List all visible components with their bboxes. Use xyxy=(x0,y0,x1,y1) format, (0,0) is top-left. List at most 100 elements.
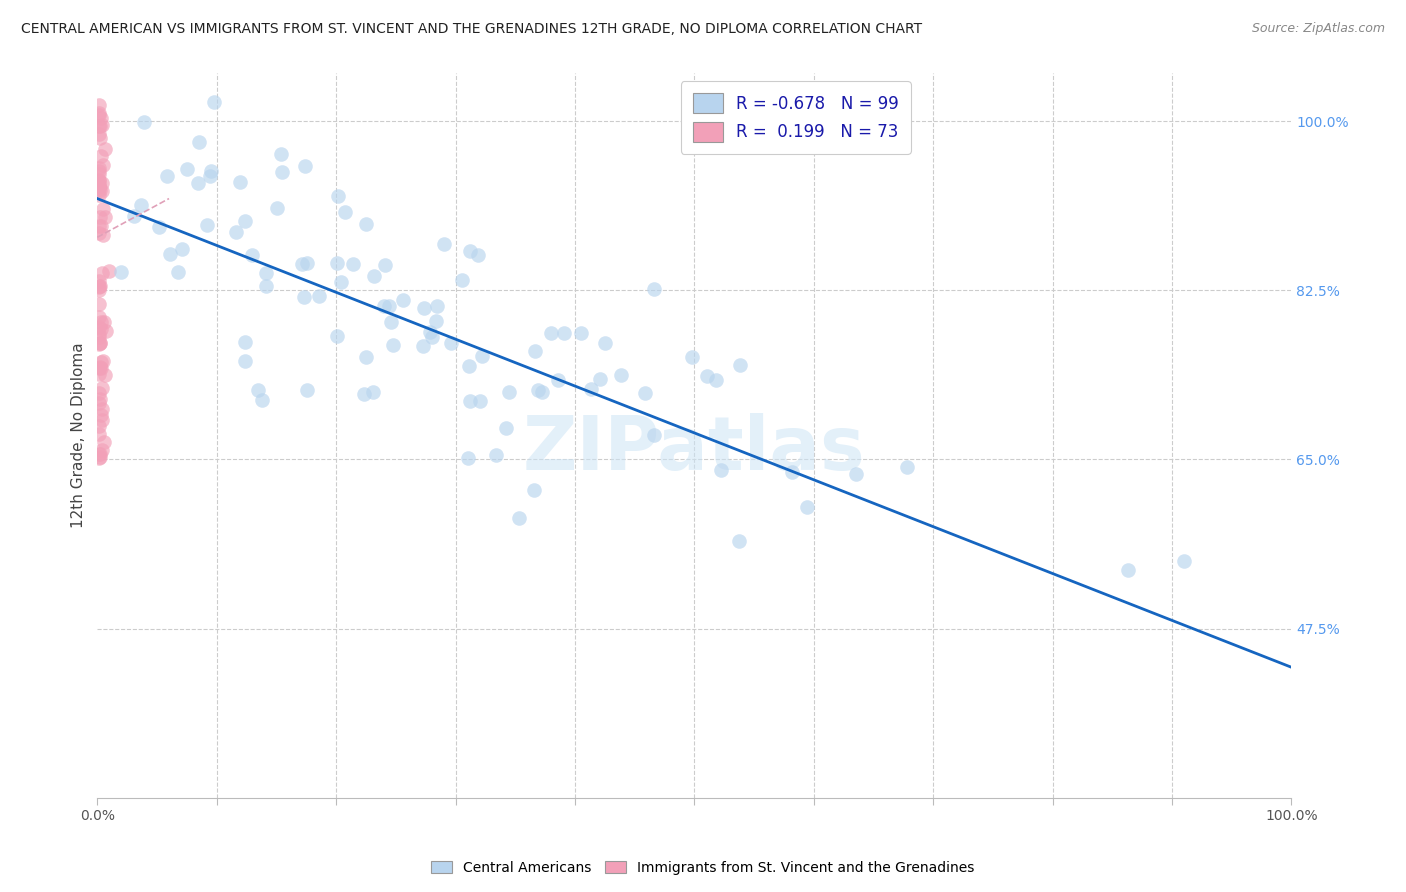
Point xyxy=(148,220,170,235)
Point xyxy=(579,382,602,396)
Point xyxy=(89,450,111,464)
Point xyxy=(97,264,120,278)
Point xyxy=(187,135,209,149)
Point xyxy=(94,211,117,225)
Point xyxy=(110,265,132,279)
Point xyxy=(89,447,111,461)
Point xyxy=(170,242,193,256)
Point xyxy=(643,281,665,295)
Point xyxy=(353,387,375,401)
Point xyxy=(426,299,449,313)
Point xyxy=(498,385,520,400)
Point xyxy=(132,114,155,128)
Point xyxy=(87,326,110,341)
Point xyxy=(704,373,727,387)
Point xyxy=(420,330,443,344)
Point xyxy=(633,385,655,400)
Point xyxy=(91,227,114,242)
Point xyxy=(593,335,616,350)
Point xyxy=(458,394,481,409)
Point xyxy=(425,314,447,328)
Point xyxy=(254,279,277,293)
Point xyxy=(89,119,111,133)
Point xyxy=(413,301,436,316)
Point xyxy=(90,322,112,336)
Point xyxy=(845,467,868,481)
Point xyxy=(89,392,111,406)
Point xyxy=(710,463,733,477)
Point xyxy=(270,147,292,161)
Point xyxy=(571,326,593,340)
Point xyxy=(87,173,110,187)
Point xyxy=(93,368,115,383)
Text: Source: ZipAtlas.com: Source: ZipAtlas.com xyxy=(1251,22,1385,36)
Point xyxy=(553,326,575,341)
Point xyxy=(89,359,111,374)
Point xyxy=(176,162,198,177)
Point xyxy=(87,450,110,465)
Point xyxy=(90,176,112,190)
Point xyxy=(1116,562,1139,576)
Point xyxy=(94,143,117,157)
Point xyxy=(87,319,110,334)
Point xyxy=(363,269,385,284)
Point xyxy=(354,350,377,364)
Legend: R = -0.678   N = 99, R =  0.199   N = 73: R = -0.678 N = 99, R = 0.199 N = 73 xyxy=(681,81,911,153)
Point xyxy=(89,280,111,294)
Point xyxy=(229,175,252,189)
Point xyxy=(90,355,112,369)
Point xyxy=(225,225,247,239)
Point xyxy=(89,183,111,197)
Point xyxy=(270,165,292,179)
Point xyxy=(326,256,349,270)
Point xyxy=(419,325,441,339)
Point xyxy=(87,178,110,193)
Point xyxy=(380,315,402,329)
Point xyxy=(90,184,112,198)
Point xyxy=(87,367,110,381)
Point xyxy=(89,419,111,434)
Point xyxy=(91,266,114,280)
Point xyxy=(378,299,401,313)
Point xyxy=(457,450,479,465)
Point xyxy=(252,392,274,407)
Point xyxy=(526,384,548,398)
Point xyxy=(440,335,463,350)
Point xyxy=(392,293,415,307)
Point xyxy=(297,256,319,270)
Point xyxy=(87,336,110,351)
Point xyxy=(89,336,111,351)
Point xyxy=(89,178,111,192)
Point xyxy=(240,248,263,262)
Point xyxy=(200,164,222,178)
Point xyxy=(89,278,111,293)
Point xyxy=(87,163,110,178)
Point xyxy=(896,460,918,475)
Point xyxy=(374,258,396,272)
Point xyxy=(89,336,111,351)
Point xyxy=(94,324,117,338)
Text: ZIPatlas: ZIPatlas xyxy=(523,413,866,486)
Legend: Central Americans, Immigrants from St. Vincent and the Grenadines: Central Americans, Immigrants from St. V… xyxy=(426,855,980,880)
Point xyxy=(450,273,472,287)
Point xyxy=(87,426,110,441)
Point xyxy=(90,112,112,126)
Point xyxy=(90,219,112,233)
Point xyxy=(93,315,115,329)
Point xyxy=(89,131,111,145)
Point xyxy=(87,219,110,234)
Point xyxy=(87,161,110,175)
Point xyxy=(266,201,288,215)
Point xyxy=(247,383,270,397)
Point xyxy=(412,339,434,353)
Point xyxy=(373,299,395,313)
Point xyxy=(87,396,110,410)
Point xyxy=(87,274,110,288)
Point xyxy=(681,350,703,364)
Point xyxy=(87,187,110,202)
Point xyxy=(87,108,110,122)
Point xyxy=(156,169,179,183)
Point xyxy=(87,127,110,141)
Point xyxy=(291,257,314,271)
Point xyxy=(89,167,111,181)
